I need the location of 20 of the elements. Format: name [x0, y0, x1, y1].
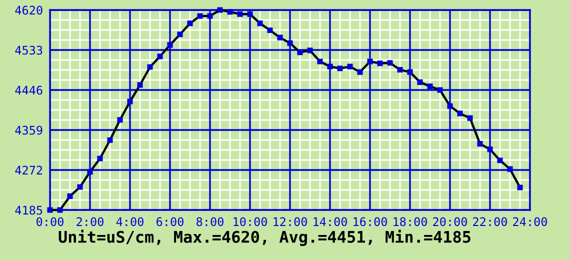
y-tick-label: 4533 — [15, 46, 42, 55]
x-tick-label: 14:00 — [314, 217, 348, 226]
x-tick-label: 2:00 — [76, 217, 104, 226]
x-tick-label: 0:00 — [36, 217, 64, 226]
x-tick-label: 22:00 — [473, 217, 508, 226]
x-tick-label: 24:00 — [513, 217, 548, 226]
x-tick-label: 20:00 — [433, 217, 468, 226]
x-tick-label: 6:00 — [156, 217, 184, 226]
x-tick-label: 18:00 — [394, 217, 428, 226]
y-tick-label: 4620 — [15, 6, 42, 15]
x-tick-label: 12:00 — [274, 217, 308, 226]
x-tick-label: 4:00 — [116, 217, 144, 226]
y-tick-label: 4359 — [15, 126, 42, 135]
y-tick-label: 4446 — [15, 86, 42, 95]
text: Unit=uS/cm, Max.=4620, Avg.=4451, Min.=4185 — [58, 230, 470, 246]
x-tick-label: 16:00 — [354, 217, 388, 226]
y-tick-label: 4185 — [15, 206, 42, 215]
x-tick-label: 8:00 — [196, 217, 224, 226]
x-tick-label: 10:00 — [234, 217, 268, 226]
y-tick-label: 4272 — [15, 166, 42, 175]
